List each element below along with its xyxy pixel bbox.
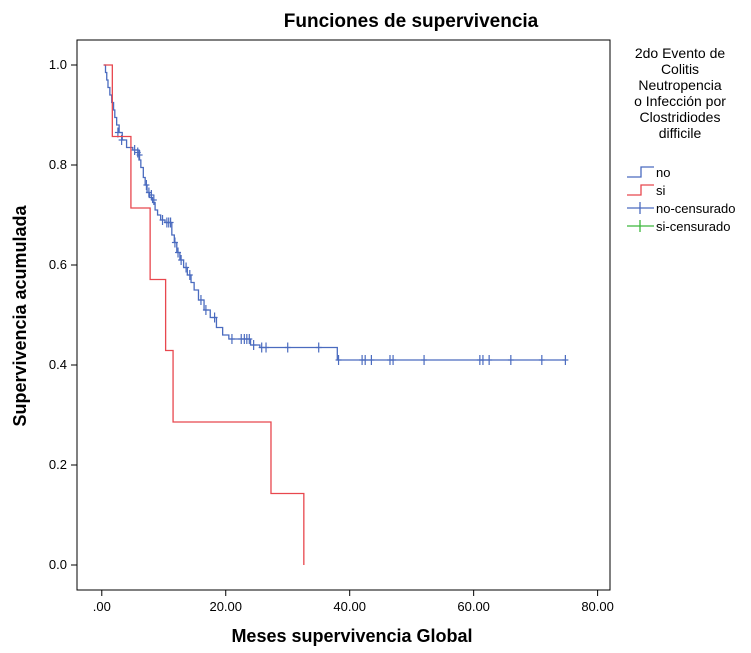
legend-step-icon: [627, 166, 654, 178]
legend-entry-no-censurado: no-censurado: [627, 201, 736, 216]
censored-point-no: [183, 262, 190, 273]
censored-point-no: [284, 342, 291, 353]
legend-title-line: Clostridiodes: [640, 109, 721, 125]
y-tick-label: 0.6: [49, 257, 67, 272]
legend-title-line: 2do Evento de: [635, 45, 726, 61]
censored-point-no: [143, 180, 150, 190]
censored-point-no: [315, 342, 322, 353]
x-axis: .00 20.00 40.00 60.00 80.00: [93, 590, 614, 614]
chart-title: Funciones de supervivencia: [284, 11, 539, 32]
y-axis-label: Supervivencia acumulada: [10, 204, 30, 426]
y-tick-label: 1.0: [49, 57, 67, 72]
legend: 2do Evento de Colitis Neutropencia o Infecc…: [627, 45, 736, 234]
censored-point-no: [197, 295, 204, 305]
censored-point-no: [131, 145, 138, 155]
legend-entry-no: no: [627, 165, 670, 180]
x-tick-label: 60.00: [457, 599, 490, 614]
censored-point-no: [486, 355, 493, 365]
y-tick-label: 0.8: [49, 157, 67, 172]
x-tick-label: 40.00: [333, 599, 366, 614]
series-si: [103, 64, 305, 565]
legend-title-line: Colitis: [661, 61, 699, 77]
censored-point-no: [167, 217, 174, 228]
legend-title: 2do Evento de Colitis Neutropencia o Infecc…: [634, 45, 726, 141]
legend-label: si-censurado: [656, 219, 730, 234]
censored-point-no: [562, 355, 569, 365]
censored-point-no: [538, 355, 545, 365]
legend-label: si: [656, 183, 666, 198]
x-tick-label: 80.00: [581, 599, 614, 614]
censored-point-no: [178, 255, 185, 265]
x-axis-label: Meses supervivencia Global: [231, 626, 472, 646]
y-axis: 0.0 0.2 0.4 0.6 0.8 1.0: [49, 57, 77, 572]
censored-point-no: [136, 150, 143, 160]
censored-point-no: [171, 237, 178, 248]
censored-point-no: [390, 355, 397, 365]
censored-point-no: [246, 334, 253, 344]
censored-point-no: [263, 342, 270, 353]
legend-entry-si-censurado: si-censurado: [627, 219, 730, 234]
series-no: [103, 64, 569, 365]
series-layer: [103, 64, 569, 565]
y-tick-label: 0.0: [49, 557, 67, 572]
legend-label: no-censurado: [656, 201, 736, 216]
plot-frame: [76, 39, 611, 591]
y-tick-label: 0.4: [49, 357, 67, 372]
y-tick-label: 0.2: [49, 457, 67, 472]
censored-point-no: [114, 127, 121, 138]
censored-point-no: [211, 312, 218, 323]
censored-point-no: [335, 355, 342, 365]
series-line-si: [103, 64, 305, 565]
legend-title-line: o Infección por: [634, 93, 726, 109]
legend-entries: no si no-censurado si-censurado: [627, 165, 736, 234]
legend-step-icon: [627, 184, 654, 196]
x-tick-label: 20.00: [209, 599, 242, 614]
censored-point-no: [368, 355, 375, 365]
censored-point-no: [421, 355, 428, 365]
censored-point-no: [175, 247, 182, 258]
censored-point-no: [186, 270, 193, 280]
censored-point-no: [362, 355, 369, 365]
x-tick-label: .00: [93, 599, 111, 614]
legend-entry-si: si: [627, 183, 666, 198]
censored-point-no: [507, 355, 514, 365]
censored-point-no: [228, 334, 235, 344]
censored-point-no: [479, 355, 486, 365]
legend-title-line: difficile: [659, 125, 702, 141]
legend-label: no: [656, 165, 670, 180]
censored-point-no: [159, 215, 166, 225]
censored-point-no: [250, 340, 257, 350]
legend-title-line: Neutropencia: [638, 77, 721, 93]
censored-point-no: [202, 305, 209, 315]
series-line-no: [103, 64, 566, 361]
censored-point-no: [150, 195, 157, 205]
